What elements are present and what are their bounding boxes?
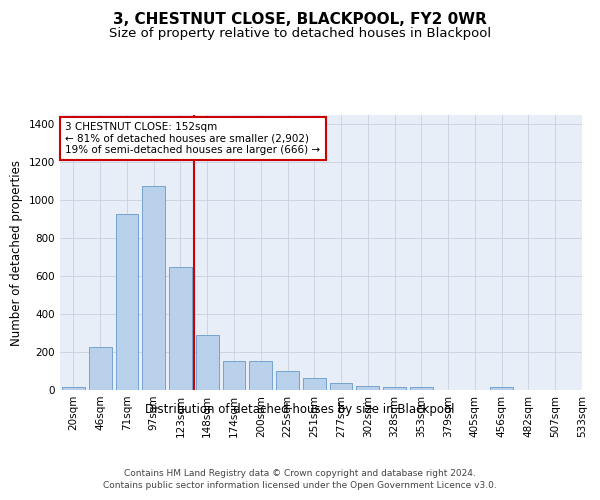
Y-axis label: Number of detached properties: Number of detached properties bbox=[10, 160, 23, 346]
Bar bbox=[276, 371, 299, 390]
Bar bbox=[383, 387, 406, 390]
Bar bbox=[116, 214, 139, 390]
Text: Size of property relative to detached houses in Blackpool: Size of property relative to detached ho… bbox=[109, 28, 491, 40]
Bar bbox=[223, 360, 245, 390]
Text: Contains HM Land Registry data © Crown copyright and database right 2024.
Contai: Contains HM Land Registry data © Crown c… bbox=[103, 469, 497, 490]
Bar bbox=[169, 266, 192, 390]
Text: 3 CHESTNUT CLOSE: 152sqm
← 81% of detached houses are smaller (2,902)
19% of sem: 3 CHESTNUT CLOSE: 152sqm ← 81% of detach… bbox=[65, 122, 320, 155]
Bar bbox=[250, 360, 272, 390]
Bar bbox=[196, 335, 218, 390]
Bar bbox=[89, 348, 112, 390]
Bar bbox=[303, 378, 326, 390]
Text: 3, CHESTNUT CLOSE, BLACKPOOL, FY2 0WR: 3, CHESTNUT CLOSE, BLACKPOOL, FY2 0WR bbox=[113, 12, 487, 28]
Bar bbox=[62, 387, 85, 390]
Bar bbox=[356, 386, 379, 390]
Text: Distribution of detached houses by size in Blackpool: Distribution of detached houses by size … bbox=[145, 402, 455, 415]
Bar bbox=[490, 387, 513, 390]
Bar bbox=[410, 387, 433, 390]
Bar bbox=[142, 186, 165, 390]
Bar bbox=[330, 384, 352, 390]
